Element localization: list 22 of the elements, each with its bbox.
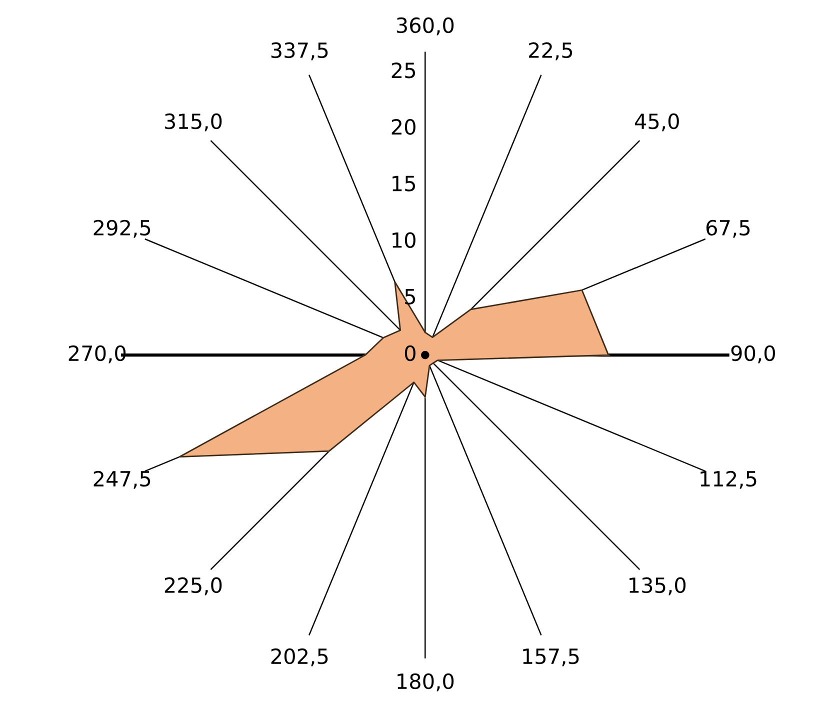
- y-tick-label: 5: [405, 289, 415, 305]
- spoke-label: 90,0: [731, 345, 775, 364]
- y-tick-label: 10: [392, 232, 416, 248]
- spoke-label: 22,5: [529, 42, 572, 60]
- y-tick-label: 25: [392, 62, 415, 78]
- spoke-label: 135,0: [630, 577, 686, 596]
- spoke-label: 292,5: [94, 220, 150, 238]
- spoke-label: 157,5: [523, 648, 579, 666]
- y-tick-label: 15: [392, 176, 415, 192]
- y-tick-label: 20: [392, 119, 416, 135]
- spoke-label: 225,0: [164, 577, 222, 596]
- spoke-label: 202,5: [271, 648, 328, 666]
- spoke-label: 67,5: [706, 220, 750, 238]
- spoke-label: 45,0: [634, 113, 679, 132]
- spoke-label: 337,5: [271, 42, 328, 60]
- spoke-label: 180,0: [398, 673, 454, 692]
- spoke-label: 360,0: [396, 17, 454, 36]
- y-tick-label: 0: [404, 345, 416, 362]
- spoke-label: 247,5: [94, 470, 150, 489]
- spoke-label: 315,0: [164, 113, 222, 132]
- spoke-label: 270,0: [68, 345, 126, 364]
- spoke-label: 112,5: [700, 470, 756, 489]
